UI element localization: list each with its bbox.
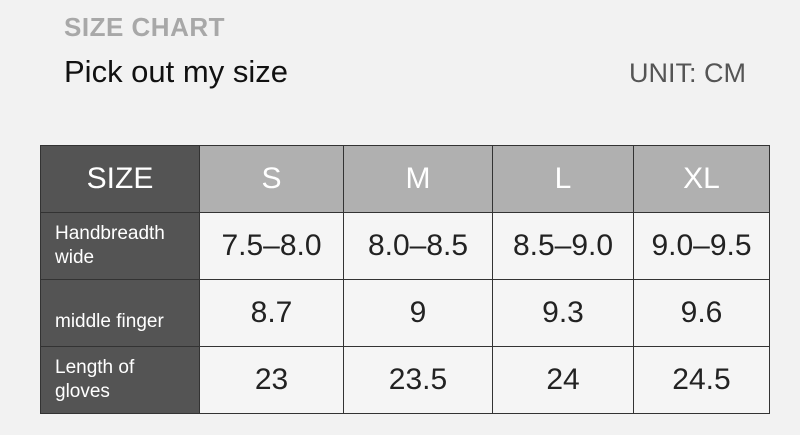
table-cell: 8.7 [199,279,344,347]
size-column-m: M [343,145,493,213]
size-column-l: L [492,145,634,213]
table-cell: 9.0–9.5 [633,212,770,280]
section-label: SIZE CHART [64,12,225,42]
row-label: Handbreadth wide [40,212,200,280]
table-cell: 8.5–9.0 [492,212,634,280]
table-cell: 7.5–8.0 [199,212,344,280]
table-cell: 24.5 [633,346,770,414]
row-label: middle finger [40,279,200,347]
table-cell: 8.0–8.5 [343,212,493,280]
table-cell: 24 [492,346,634,414]
table-cell: 9.3 [492,279,634,347]
table-row: Length of gloves 23 23.5 24 24.5 [40,346,770,414]
size-column-s: S [199,145,344,213]
row-label: Length of gloves [40,346,200,414]
table-cell: 9 [343,279,493,347]
size-table: SIZE S M L XL Handbreadth wide 7.5–8.0 8… [40,145,770,414]
table-cell: 9.6 [633,279,770,347]
size-header: SIZE [40,145,200,213]
table-row: Handbreadth wide 7.5–8.0 8.0–8.5 8.5–9.0… [40,212,770,280]
unit-label: UNIT: CM [629,58,746,88]
table-cell: 23 [199,346,344,414]
header-row: SIZE S M L XL [40,145,770,213]
table-row: middle finger 8.7 9 9.3 9.6 [40,279,770,347]
table-cell: 23.5 [343,346,493,414]
size-column-xl: XL [633,145,770,213]
page-title: Pick out my size [64,54,288,89]
